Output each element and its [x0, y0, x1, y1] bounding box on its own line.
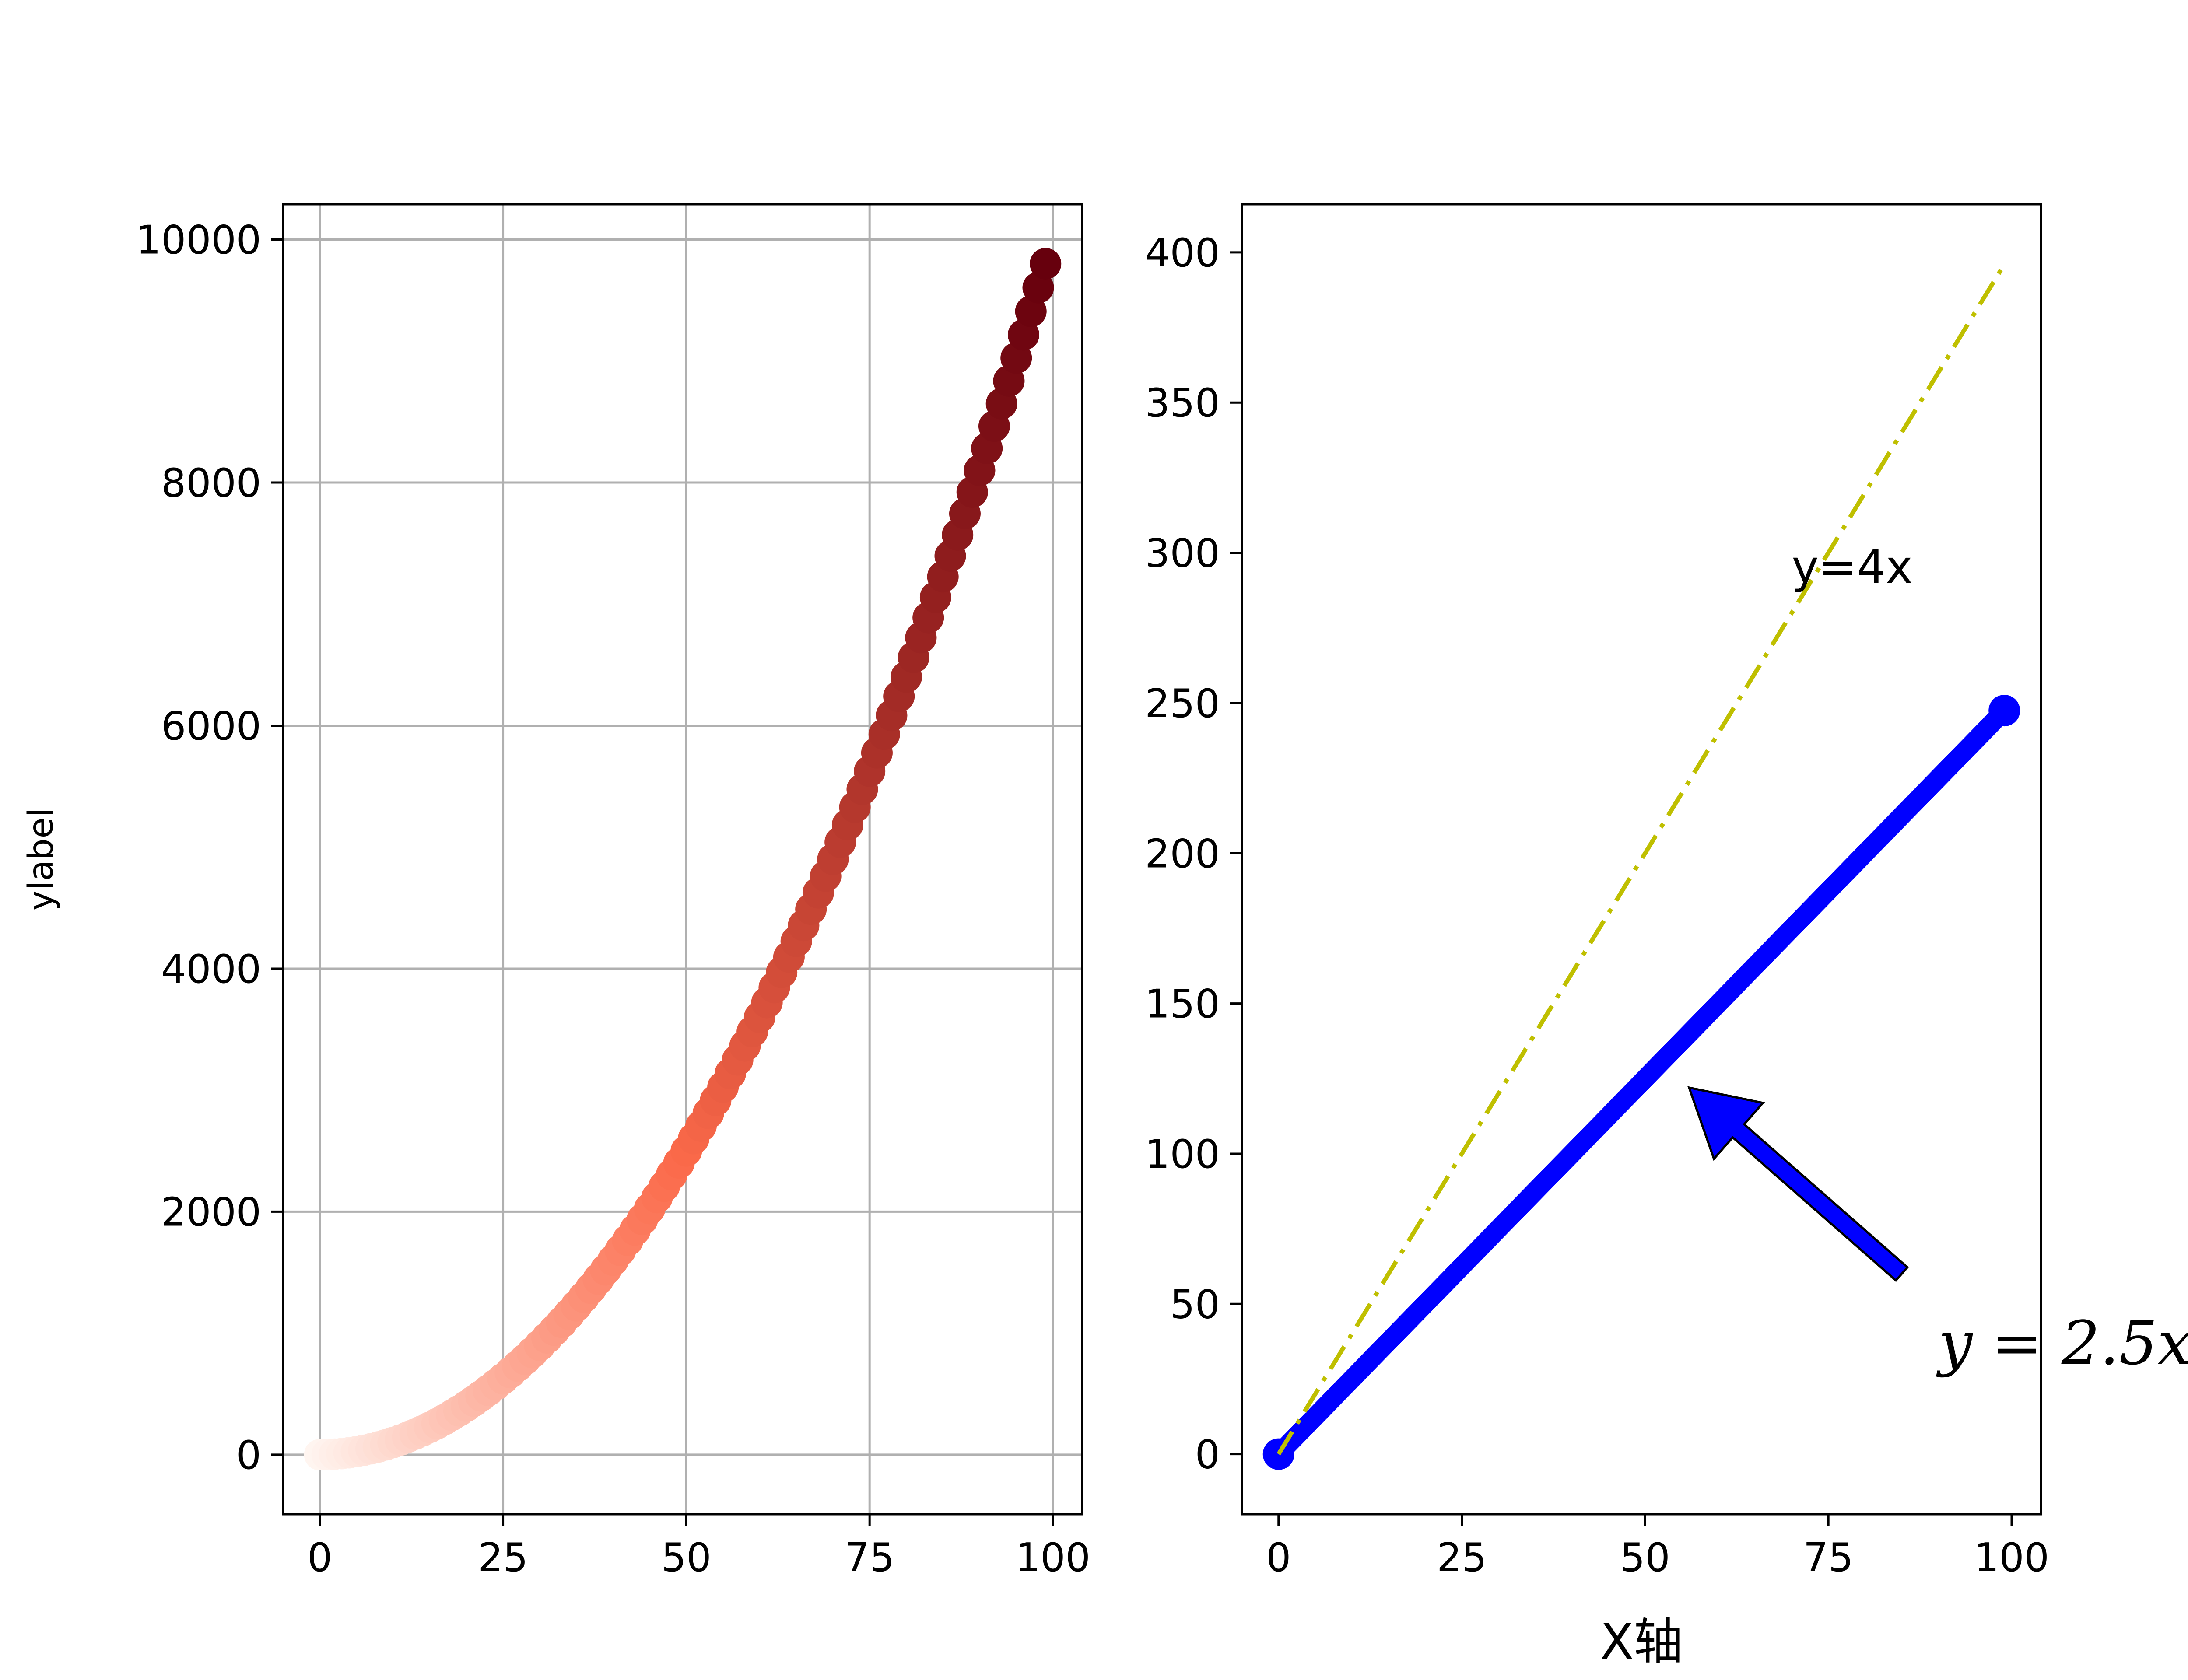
y-tick-label: 4000: [161, 946, 261, 992]
left-plot: 0 25 50 75 100 0 2000 4000 6000 8000 10000 ylabel: [21, 203, 1090, 1581]
series-line-y-4x: [1276, 263, 2006, 1456]
x-tick-label: 75: [845, 1535, 895, 1581]
y-tick-label: 200: [1145, 831, 1220, 877]
right-plot: 0 25 50 75 100 0 50 100 150 200 250 300 350 400 X轴 y…: [1145, 203, 2188, 1670]
x-tick-label: 50: [1620, 1535, 1670, 1581]
annotation-arrow: [1687, 1086, 1909, 1282]
y-tick-label: 0: [236, 1432, 261, 1478]
y-tick-label: 250: [1145, 681, 1220, 727]
y-tick-label: 50: [1170, 1281, 1220, 1327]
left-plot-x-axis: 0 25 50 75 100: [307, 1514, 1090, 1581]
x-tick-label: 0: [307, 1535, 332, 1581]
y-tick-label: 6000: [161, 703, 261, 749]
y-tick-label: 10000: [136, 217, 261, 263]
left-plot-grid: [283, 204, 1082, 1514]
data-point: [1015, 295, 1047, 327]
x-tick-label: 50: [661, 1535, 712, 1581]
right-plot-frame: [1241, 203, 2042, 1516]
x-tick-label: 25: [1437, 1535, 1487, 1581]
y-tick-label: 350: [1145, 380, 1220, 426]
data-point: [1030, 248, 1062, 280]
right-plot-x-axis-label: X轴: [1600, 1614, 1683, 1670]
left-plot-points: [304, 248, 1062, 1470]
x-tick-label: 100: [1015, 1535, 1090, 1581]
y-tick-label: 100: [1145, 1131, 1220, 1177]
x-tick-label: 0: [1266, 1535, 1291, 1581]
right-plot-y-axis: 0 50 100 150 200 250 300 350 400: [1145, 230, 1242, 1478]
x-tick-label: 75: [1803, 1535, 1854, 1581]
right-plot-lines: [1262, 263, 2020, 1470]
y-tick-label: 150: [1145, 981, 1220, 1027]
y-tick-label: 400: [1145, 230, 1220, 276]
y-tick-label: 0: [1195, 1432, 1220, 1478]
annotation-y-2-5x: y = 2.5x: [1936, 1308, 2188, 1379]
series-line-y-2-5x: [1269, 701, 2014, 1464]
left-plot-frame: [282, 203, 1083, 1516]
x-tick-label: 25: [478, 1535, 528, 1581]
series-marker-end: [1988, 695, 2020, 727]
right-plot-x-axis: 0 25 50 75 100: [1266, 1514, 2049, 1581]
y-tick-label: 2000: [161, 1189, 261, 1235]
left-plot-y-axis: 0 2000 4000 6000 8000 10000: [136, 217, 283, 1478]
x-tick-label: 100: [1974, 1535, 2049, 1581]
right-plot-annotations: y=4x y = 2.5x: [1687, 540, 2188, 1379]
y-tick-label: 300: [1145, 531, 1220, 577]
data-point: [1022, 272, 1054, 304]
annotation-y-4x: y=4x: [1792, 540, 1912, 594]
left-plot-y-axis-label: ylabel: [21, 808, 61, 911]
y-tick-label: 8000: [161, 460, 261, 506]
